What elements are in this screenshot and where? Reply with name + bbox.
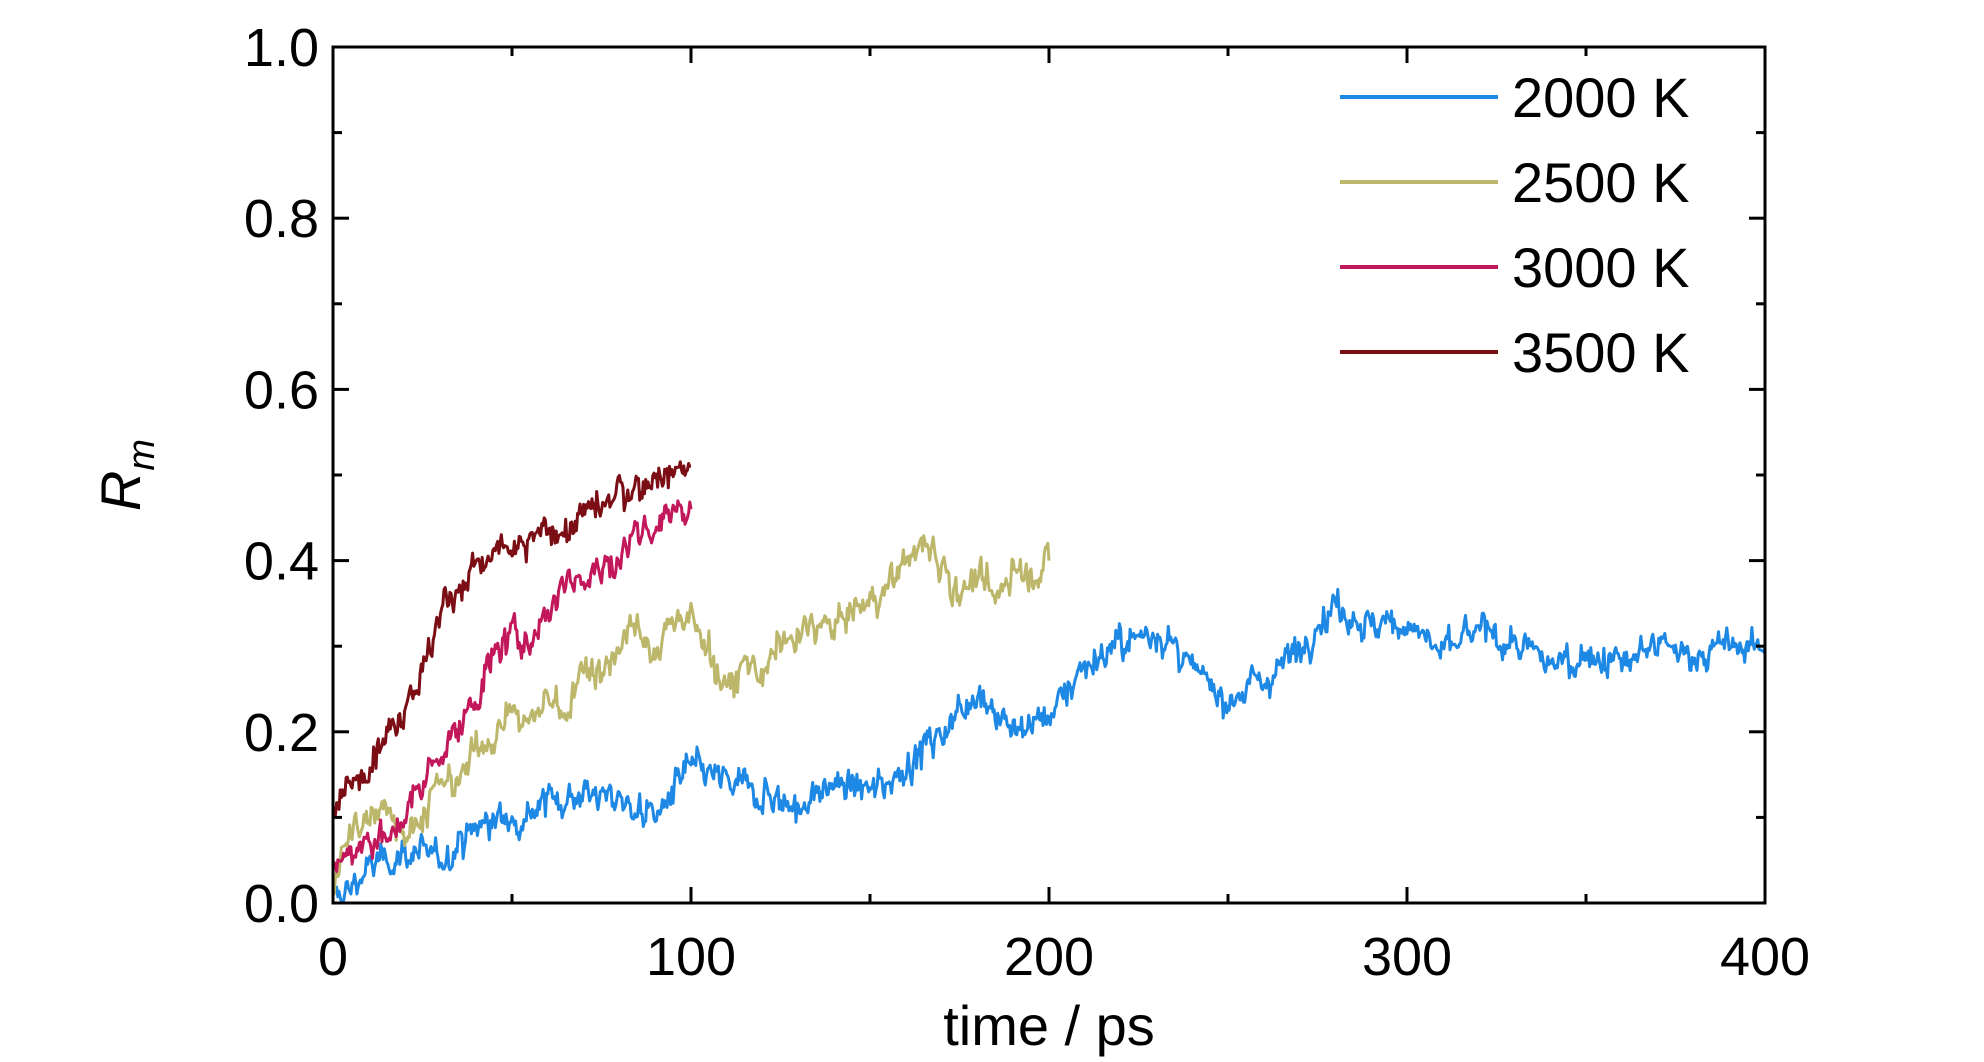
y-axis-title-main: R — [89, 471, 152, 511]
y-tick-label: 0.4 — [244, 532, 319, 592]
y-tick-label: 0.0 — [244, 874, 319, 934]
x-tick-label: 0 — [318, 927, 348, 987]
y-tick-label: 1.0 — [244, 18, 319, 78]
legend: 2000 K 2500 K 3000 K 3500 K — [1340, 66, 1690, 384]
series-line-2000-k — [331, 587, 1767, 904]
legend-label: 2000 K — [1512, 66, 1690, 129]
ticks-layer: 0 100 200 300 400 0.0 0.2 0.4 0.6 0.8 1.0 — [244, 18, 1810, 987]
y-axis-title-subscript: m — [121, 439, 163, 471]
series-layer — [331, 460, 1767, 904]
series-line-3000-k — [331, 499, 693, 874]
legend-label: 2500 K — [1512, 151, 1690, 214]
x-tick-label: 100 — [646, 927, 736, 987]
y-tick-label: 0.2 — [244, 703, 319, 763]
x-tick-label: 200 — [1004, 927, 1094, 987]
legend-label: 3000 K — [1512, 236, 1690, 299]
x-axis-title: time / ps — [943, 994, 1155, 1057]
legend-label: 3500 K — [1512, 321, 1690, 384]
y-tick-label: 0.6 — [244, 360, 319, 420]
x-tick-label: 300 — [1362, 927, 1452, 987]
x-tick-label: 400 — [1720, 927, 1810, 987]
y-axis-title: Rm — [89, 439, 163, 511]
y-tick-label: 0.8 — [244, 189, 319, 249]
series-line-3500-k — [331, 460, 692, 817]
series-line-2500-k — [332, 534, 1051, 896]
